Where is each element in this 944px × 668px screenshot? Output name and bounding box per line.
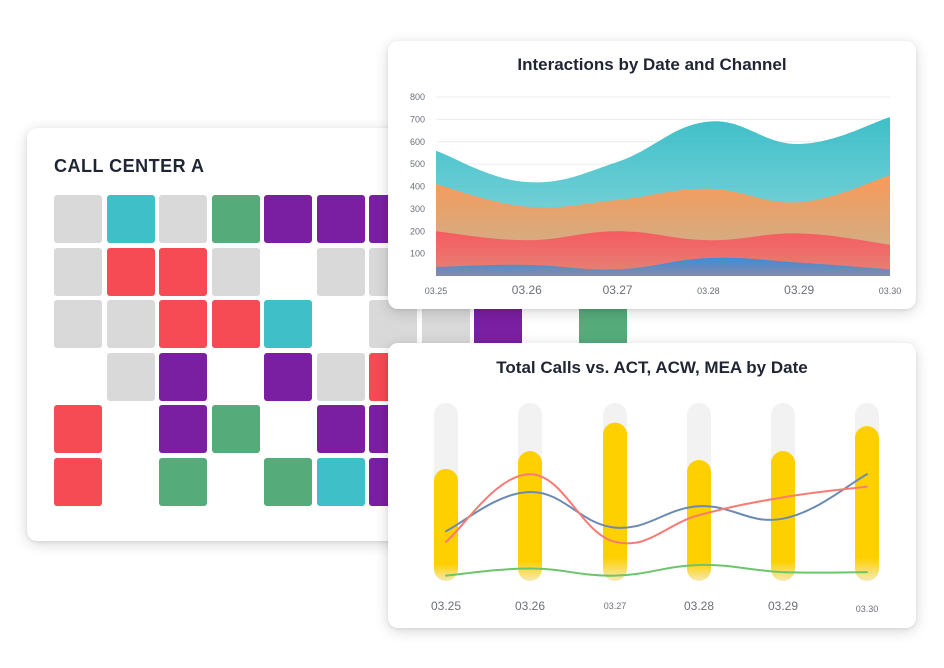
x-tick-label: 03.25 (425, 286, 448, 296)
total-calls-bar (771, 451, 795, 581)
heatmap-cell (264, 195, 312, 243)
total-calls-bar-line-chart: 03.25 03.26 03.27 03.28 03.29 03.30 (431, 403, 879, 614)
heatmap-cell (159, 352, 207, 401)
heatmap-cell (106, 405, 155, 453)
heatmap-cell (211, 352, 260, 401)
heatmap-cell (54, 195, 102, 243)
heatmap-cell (316, 195, 365, 243)
heatmap-cell (159, 457, 207, 506)
heatmap-cell (159, 300, 207, 348)
x-tick-label: 03.28 (697, 286, 720, 296)
heatmap-cell (106, 247, 155, 296)
total-calls-chart-title: Total Calls vs. ACT, ACW, MEA by Date (496, 358, 808, 377)
x-tick-label: 03.27 (603, 283, 633, 297)
heatmap-cell (211, 247, 260, 296)
x-tick-label: 03.28 (684, 599, 714, 613)
x-tick-label: 03.29 (768, 599, 798, 613)
area-series-1 (436, 257, 890, 276)
heatmap-cell (264, 352, 312, 401)
y-tick-label: 300 (410, 204, 425, 214)
y-tick-label: 600 (410, 137, 425, 147)
total-calls-bar (518, 451, 542, 581)
call-center-title: CALL CENTER A (54, 156, 205, 176)
heatmap-cell (316, 457, 365, 506)
heatmap-cell (106, 300, 155, 348)
y-tick-label: 200 (410, 226, 425, 236)
total-calls-bar (687, 459, 711, 581)
total-calls-bar (434, 468, 458, 581)
heatmap-cell (54, 457, 102, 506)
line-mea (445, 563, 868, 577)
heatmap-cell (264, 300, 312, 348)
heatmap-cell (54, 352, 102, 401)
y-tick-label: 100 (410, 249, 425, 259)
heatmap-cell (54, 300, 102, 348)
heatmap-cell (159, 405, 207, 453)
heatmap-cell (159, 247, 207, 296)
line-act (445, 473, 868, 533)
line-acw (445, 473, 868, 545)
x-tick-label: 03.30 (856, 604, 879, 614)
heatmap-cell (106, 352, 155, 401)
heatmap-cell (159, 195, 207, 243)
y-tick-label: 800 (410, 92, 425, 102)
heatmap-cell (264, 405, 312, 453)
y-tick-label: 500 (410, 159, 425, 169)
y-tick-label: 400 (410, 182, 425, 192)
heatmap-cell (316, 405, 365, 453)
heatmap-cell (211, 195, 260, 243)
total-calls-bar (603, 422, 627, 581)
heatmap-cell (316, 300, 365, 348)
heatmap-cell (106, 457, 155, 506)
heatmap-cell (54, 405, 102, 453)
x-tick-label: 03.26 (512, 283, 542, 297)
heatmap-cell (211, 405, 260, 453)
total-calls-chart-card: Total Calls vs. ACT, ACW, MEA by Date 03… (388, 343, 916, 628)
interactions-area-chart: 100 200 300 400 500 600 700 800 03.25 03.26 03.27 0… (410, 92, 902, 297)
total-calls-bar (855, 426, 879, 581)
x-tick-label: 03.29 (784, 283, 814, 297)
heatmap-cell (264, 247, 312, 296)
heatmap-cell (316, 247, 365, 296)
x-tick-label: 03.27 (604, 601, 627, 611)
x-tick-label: 03.30 (879, 286, 902, 296)
interactions-chart-card: Interactions by Date and Channel 100 200 3… (388, 41, 916, 309)
y-tick-label: 700 (410, 114, 425, 124)
heatmap-cell (211, 300, 260, 348)
heatmap-cell (106, 195, 155, 243)
heatmap-cell (211, 457, 260, 506)
x-tick-label: 03.25 (431, 599, 461, 613)
heatmap-cell (264, 457, 312, 506)
heatmap-cell (316, 352, 365, 401)
heatmap-cell (54, 247, 102, 296)
interactions-chart-title: Interactions by Date and Channel (517, 55, 787, 74)
x-tick-label: 03.26 (515, 599, 545, 613)
